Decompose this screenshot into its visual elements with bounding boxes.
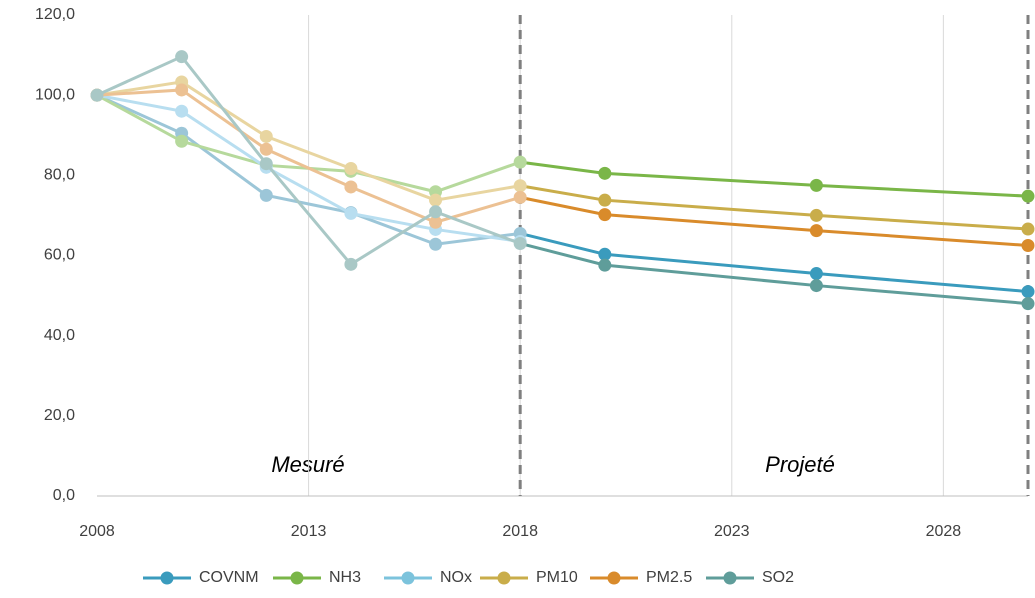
x-tick-label: 2023: [714, 523, 750, 540]
data-point: [259, 142, 273, 156]
data-point: [809, 208, 823, 222]
data-point: [344, 162, 358, 176]
series-line: [519, 195, 1029, 247]
data-point: [598, 208, 612, 222]
data-point: [809, 279, 823, 293]
series-line: [519, 231, 1029, 294]
y-tick-label: 60,0: [44, 247, 75, 264]
legend-label: PM2.5: [646, 569, 692, 586]
legend-label: PM10: [536, 569, 578, 586]
data-point: [429, 237, 443, 251]
legend-marker: [723, 571, 737, 585]
data-point: [175, 134, 189, 148]
data-point: [1021, 189, 1035, 203]
x-tick-label: 2018: [502, 523, 538, 540]
data-point: [90, 88, 104, 102]
x-tick-label: 2028: [926, 523, 962, 540]
legend-marker: [607, 571, 621, 585]
data-point: [1021, 238, 1035, 252]
data-point: [598, 258, 612, 272]
series-line: [519, 242, 1029, 306]
legend-marker: [160, 571, 174, 585]
data-point: [429, 205, 443, 219]
series-line: [96, 54, 521, 267]
legend-label: SO2: [762, 569, 794, 586]
legend-marker: [401, 571, 415, 585]
y-tick-label: 0,0: [53, 487, 75, 504]
series-line: [96, 80, 521, 202]
x-tick-label: 2013: [291, 523, 327, 540]
data-point: [809, 178, 823, 192]
annotation: Mesuré: [271, 452, 344, 477]
data-point: [175, 83, 189, 97]
annotation: Projeté: [765, 452, 835, 477]
legend-marker: [497, 571, 511, 585]
y-tick-label: 80,0: [44, 167, 75, 184]
data-point: [598, 193, 612, 207]
data-point: [1021, 297, 1035, 311]
data-point: [344, 180, 358, 194]
data-point: [513, 190, 527, 204]
data-point: [513, 236, 527, 250]
series-line: [96, 93, 521, 246]
series-line: [96, 93, 521, 243]
data-point: [1021, 222, 1035, 236]
legend-label: NH3: [329, 569, 361, 586]
series-line: [519, 184, 1029, 231]
data-point: [513, 155, 527, 169]
data-point: [259, 157, 273, 171]
y-tick-label: 20,0: [44, 407, 75, 424]
y-tick-label: 100,0: [35, 86, 75, 103]
series-line: [519, 160, 1029, 198]
data-point: [809, 267, 823, 281]
data-point: [429, 215, 443, 229]
data-point: [344, 257, 358, 271]
x-tick-label: 2008: [79, 523, 115, 540]
data-point: [175, 104, 189, 118]
data-point: [344, 206, 358, 220]
legend-label: COVNM: [199, 569, 259, 586]
data-point: [175, 50, 189, 64]
data-point: [259, 188, 273, 202]
legend-label: NOx: [440, 569, 472, 586]
data-point: [809, 224, 823, 238]
data-point: [598, 247, 612, 261]
data-point: [513, 179, 527, 193]
data-point: [429, 193, 443, 207]
data-point: [1021, 285, 1035, 299]
data-point: [259, 129, 273, 143]
data-point: [598, 166, 612, 180]
y-tick-label: 40,0: [44, 327, 75, 344]
legend-marker: [290, 571, 304, 585]
y-tick-label: 120,0: [35, 6, 75, 23]
